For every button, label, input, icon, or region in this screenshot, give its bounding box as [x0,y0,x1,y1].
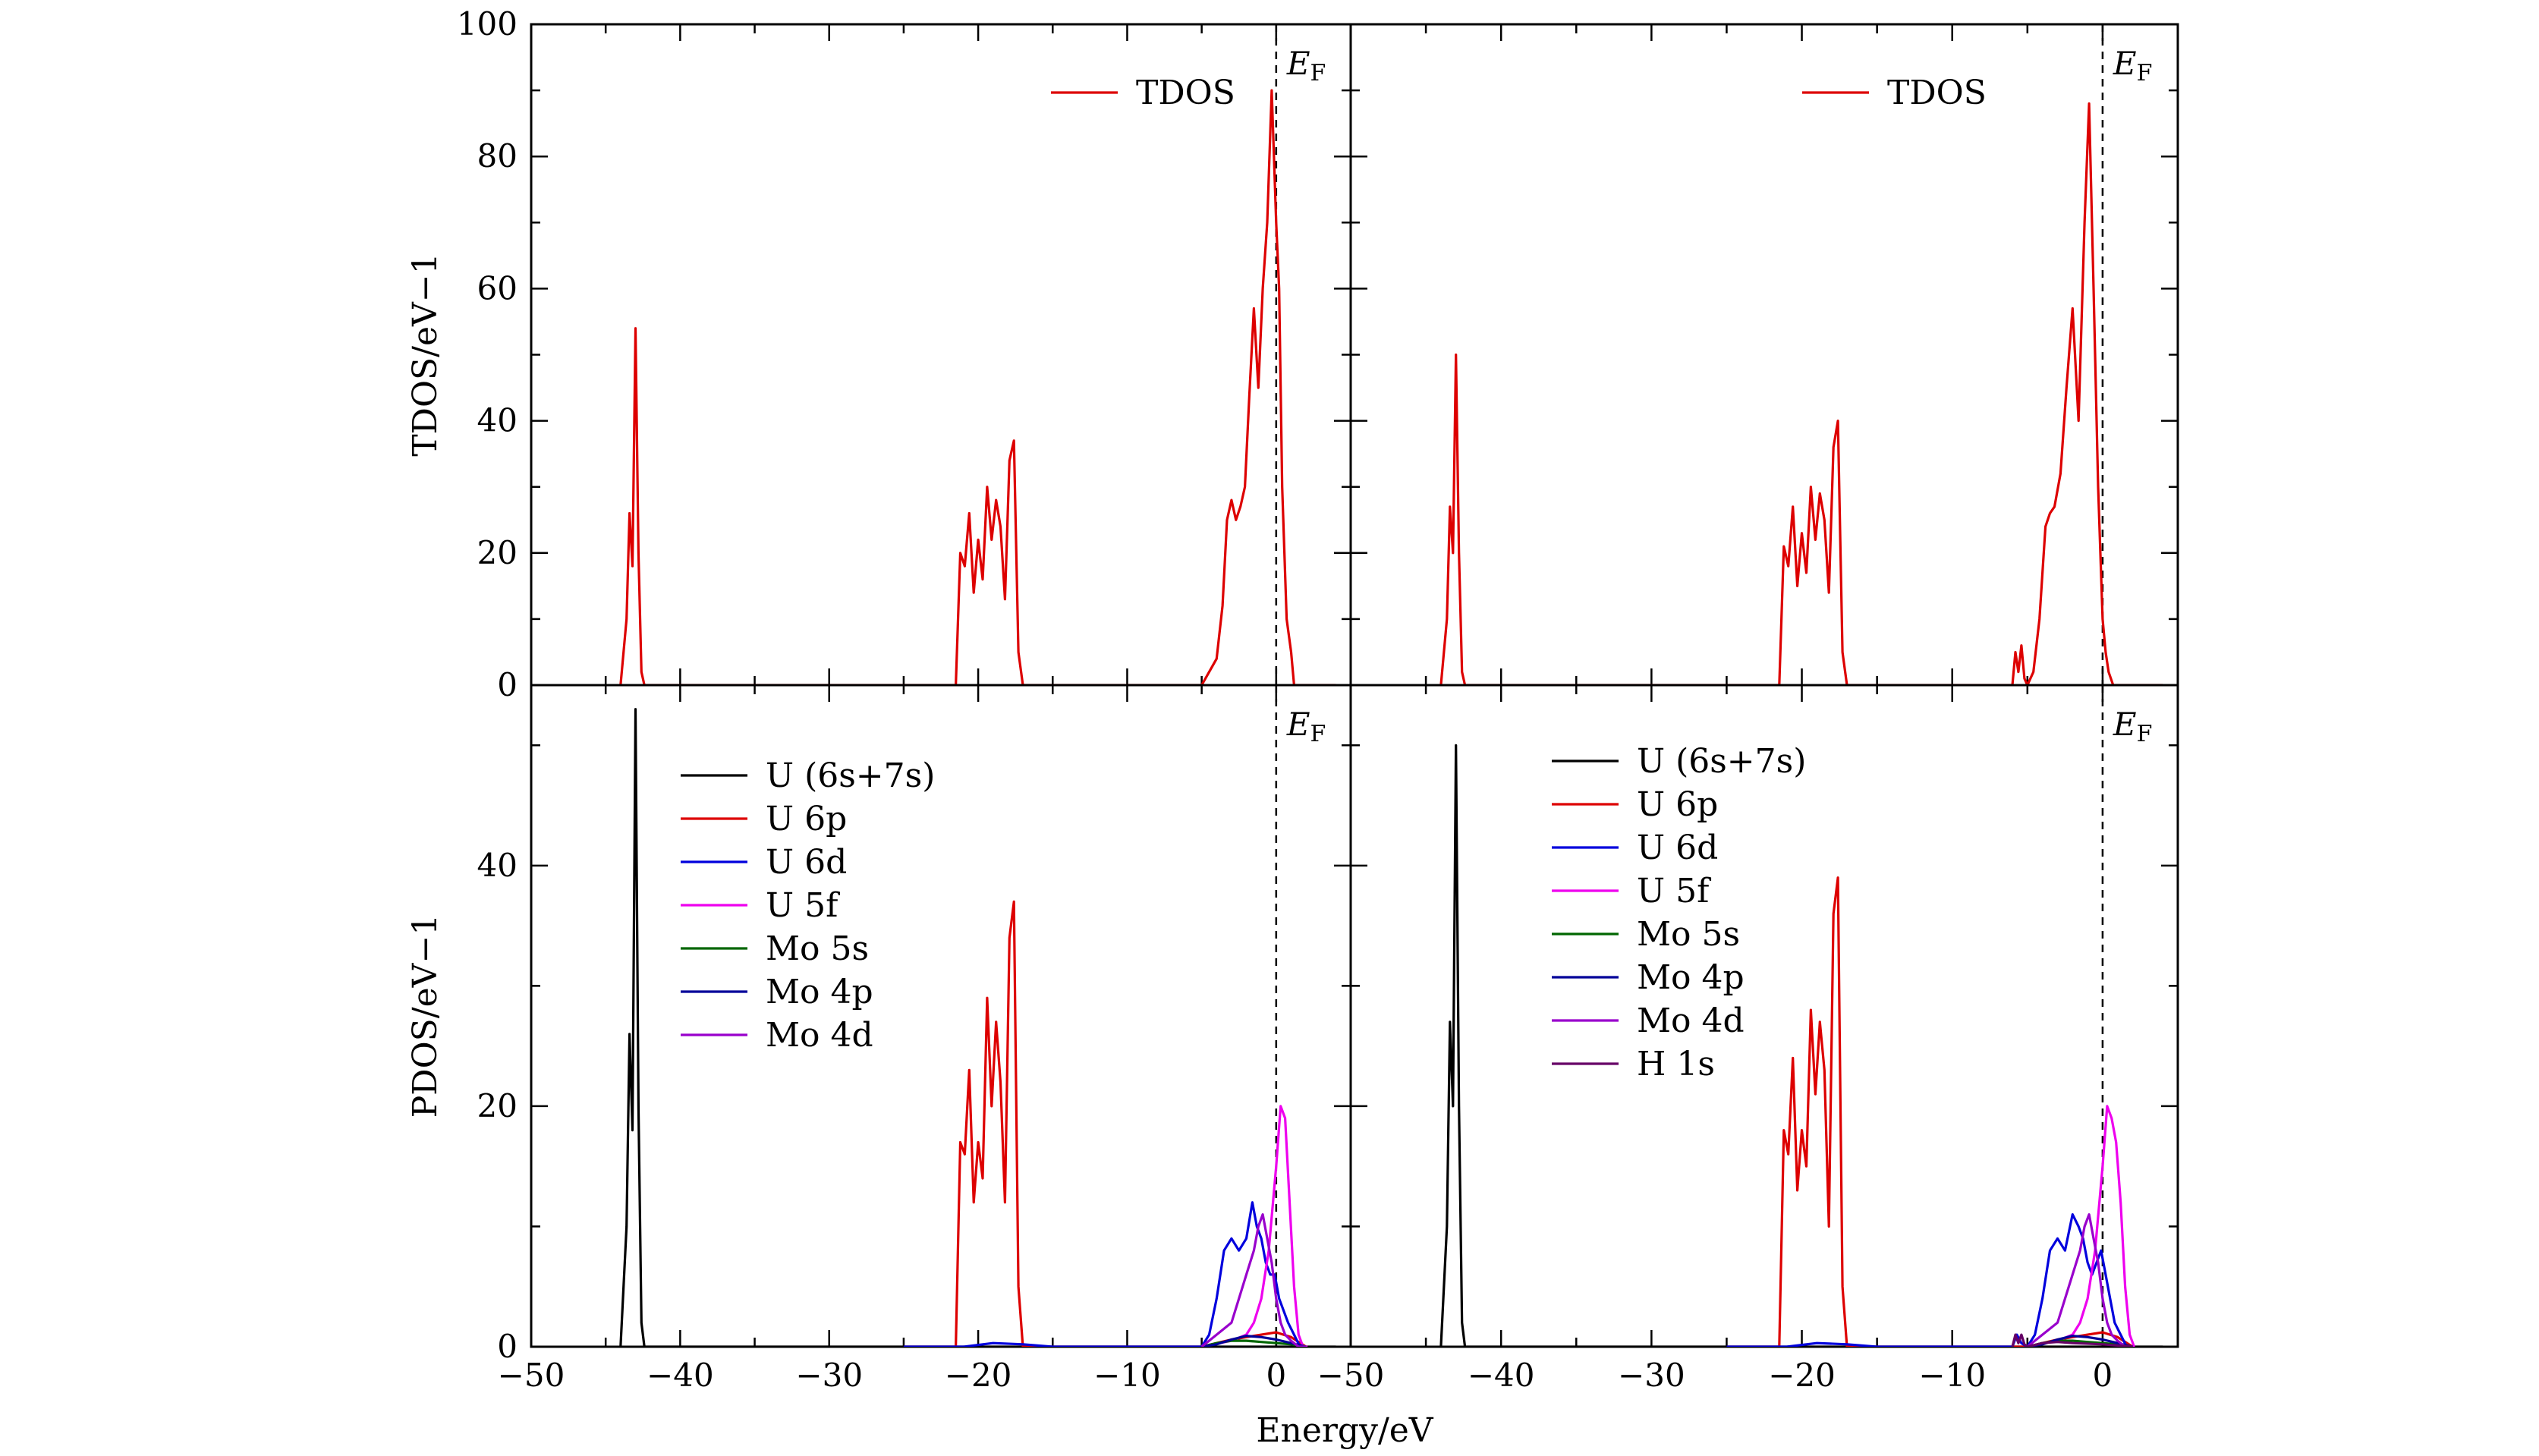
series-line-u-6s-7s- [1439,744,2163,1347]
series-line-tdos [619,89,1336,685]
y-tick-label: 80 [477,137,518,175]
fermi-label: EF [1286,706,1326,747]
fermi-label-subscript: F [2137,721,2153,747]
x-tick-label: −10 [1093,1357,1161,1394]
x-tick-label: −40 [647,1357,714,1394]
legend-label: U (6s+7s) [766,756,935,795]
panel-tdos_right: EF TDOS [1349,23,2179,687]
x-tick-label: 0 [1266,1357,1286,1394]
panel-tdos_left: 0 20 40 60 80 100 TDOS/eV−1 EF TDOS [406,5,1352,703]
series-line-mo-4d [1200,1212,1307,1347]
y-tick-label: 40 [477,847,518,884]
series-group [619,89,1336,685]
legend-label: U (6s+7s) [1637,742,1806,781]
x-tick-label: −30 [1618,1357,1685,1394]
series-line-u-6d [1726,1212,2133,1347]
plot-frame [1349,684,2179,1348]
plot-frame [530,684,1352,1348]
y-tick-label: 0 [497,666,518,703]
legend-label: Mo 5s [766,929,869,968]
x-tick-label: −50 [498,1357,565,1394]
legend-label: Mo 4p [1637,958,1745,997]
legend-label: Mo 5s [1637,915,1740,954]
panel-pdos_right: −50 −40 −30 −20 −10 0 EF U (6s+7s) U 6p U 6d U 5f M… [1317,684,2179,1394]
legend: TDOS [1802,74,1987,112]
legend-label: U 6p [1637,785,1718,824]
series-line-mo-4p [1201,1335,1307,1347]
panel-pdos_left: 0 20 40 −50 −40 −30 −20 −10 0 PDOS/eV−1 EF U (6s+7s… [406,684,1352,1394]
series-group [619,708,1336,1347]
x-tick-label: −40 [1468,1357,1535,1394]
y-tick-label: 0 [497,1328,518,1365]
y-axis-label: PDOS/eV−1 [406,914,445,1118]
fermi-label-subscript: F [2137,60,2153,86]
legend-label: TDOS [1887,74,1987,112]
x-tick-label: −10 [1918,1357,1986,1394]
legend-label: Mo 4d [1637,1002,1745,1040]
x-tick-label: 0 [2093,1357,2113,1394]
series-line-h-1s [2011,1333,2133,1347]
y-tick-label: 60 [477,269,518,307]
x-tick-label: −20 [945,1357,1012,1394]
series-group [1439,102,2163,685]
series-line-tdos [1439,102,2163,685]
y-tick-label: 20 [477,534,518,571]
legend-label: TDOS [1136,74,1235,112]
series-line-mo-4d [2026,1212,2133,1347]
legend: U (6s+7s) U 6p U 6d U 5f Mo 5s Mo 4p Mo 4d [681,756,935,1055]
y-tick-label: 20 [477,1087,518,1124]
plot-frame [1349,23,2179,687]
fermi-label: EF [1286,45,1326,86]
y-axis-label: TDOS/eV−1 [406,253,445,456]
fermi-label: EF [2113,45,2153,86]
y-tick-label: 100 [457,5,518,42]
fermi-label: EF [2113,706,2153,747]
x-axis-label: Energy/eV [1256,1411,1433,1450]
legend: U (6s+7s) U 6p U 6d U 5f Mo 5s Mo 4p Mo 4d H 1s [1552,742,1806,1083]
fermi-label-subscript: F [1310,721,1326,747]
series-line-u-6s-7s- [619,708,1336,1347]
legend-label: U 6p [766,800,847,838]
legend-label: U 6d [766,843,847,882]
series-group [1439,744,2163,1347]
series-line-u-5f [1201,1105,1308,1347]
legend-label: H 1s [1637,1045,1715,1083]
plot-frame [530,23,1352,687]
x-tick-label: −50 [1317,1357,1385,1394]
x-tick-label: −30 [795,1357,863,1394]
x-tick-label: −20 [1768,1357,1836,1394]
series-line-u-5f [2027,1105,2136,1347]
legend-label: Mo 4d [766,1016,873,1055]
series-line-u-6d [903,1201,1307,1347]
legend-label: U 5f [766,886,840,925]
y-tick-label: 40 [477,402,518,439]
legend-label: Mo 4p [766,973,873,1011]
legend-label: U 5f [1637,872,1711,910]
fermi-label-subscript: F [1310,60,1326,86]
panels-layer: 0 20 40 60 80 100 TDOS/eV−1 EF TDOS EF TDOS 0 20 40 −5… [406,5,2179,1394]
legend-label: U 6d [1637,829,1718,867]
legend: TDOS [1051,74,1235,112]
